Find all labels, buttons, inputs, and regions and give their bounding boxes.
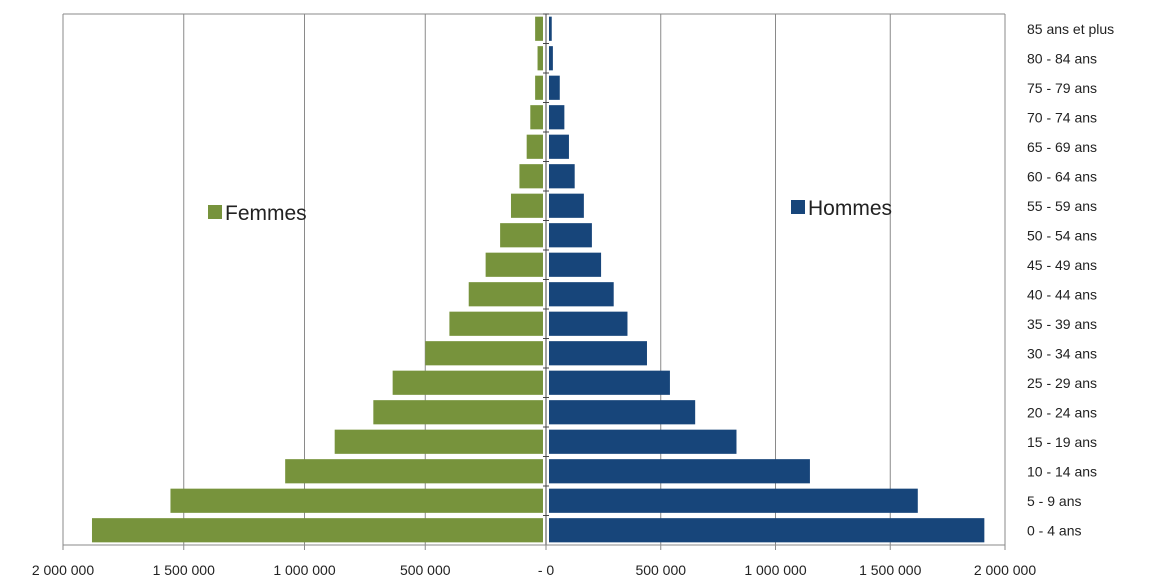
bar-femmes-40-44-ans (468, 282, 543, 307)
bar-hommes-25-29-ans (549, 370, 670, 395)
bar-femmes-50-54-ans (500, 223, 543, 248)
x-tick-label-8: 2 000 000 (974, 562, 1036, 578)
bar-hommes-60-64-ans (549, 164, 575, 189)
bar-femmes-30-34-ans (425, 341, 543, 366)
bar-hommes-45-49-ans (549, 252, 602, 277)
bar-hommes-40-44-ans (549, 282, 614, 307)
category-label-75-79-ans: 75 - 79 ans (1027, 80, 1097, 96)
bar-femmes-0-4-ans (91, 518, 543, 543)
axes (62, 13, 1006, 550)
x-tick-label-7: 1 500 000 (859, 562, 921, 578)
x-tick-label-3: 500 000 (400, 562, 451, 578)
bar-femmes-10-14-ans (285, 459, 543, 484)
bar-hommes-55-59-ans (549, 193, 584, 218)
category-label-85-ans-et-plus: 85 ans et plus (1027, 21, 1114, 37)
category-label-40-44-ans: 40 - 44 ans (1027, 286, 1097, 302)
category-label-10-14-ans: 10 - 14 ans (1027, 463, 1097, 479)
category-labels: 0 - 4 ans 5 - 9 ans 10 - 14 ans 15 - 19 ans… (1027, 21, 1114, 539)
category-label-5-9-ans: 5 - 9 ans (1027, 493, 1081, 509)
category-label-25-29-ans: 25 - 29 ans (1027, 375, 1097, 391)
bar-hommes-15-19-ans (549, 429, 737, 454)
bar-femmes-55-59-ans (510, 193, 543, 218)
bars (91, 16, 985, 543)
bar-hommes-70-74-ans (549, 105, 565, 130)
bar-femmes-20-24-ans (373, 400, 543, 425)
x-tick-label-0: 2 000 000 (32, 562, 94, 578)
bar-femmes-70-74-ans (530, 105, 543, 130)
legend-label-hommes: Hommes (808, 197, 892, 220)
bar-femmes-60-64-ans (519, 164, 543, 189)
category-label-55-59-ans: 55 - 59 ans (1027, 198, 1097, 214)
bar-hommes-5-9-ans (549, 488, 918, 513)
bar-femmes-5-9-ans (170, 488, 543, 513)
bar-femmes-65-69-ans (526, 134, 543, 159)
category-label-60-64-ans: 60 - 64 ans (1027, 168, 1097, 184)
category-label-0-4-ans: 0 - 4 ans (1027, 522, 1081, 538)
x-tick-label-2: 1 000 000 (273, 562, 335, 578)
gridlines (62, 14, 1006, 545)
x-tick-labels: 2 000 000 1 500 000 1 000 000 500 000 - 0 500… (32, 562, 1036, 578)
bar-femmes-15-19-ans (334, 429, 543, 454)
bar-hommes-50-54-ans (549, 223, 592, 248)
category-label-50-54-ans: 50 - 54 ans (1027, 227, 1097, 243)
bar-hommes-20-24-ans (549, 400, 696, 425)
legend-swatch-hommes (791, 200, 805, 214)
category-label-65-69-ans: 65 - 69 ans (1027, 139, 1097, 155)
legend: Femmes Hommes (208, 197, 892, 225)
bar-hommes-75-79-ans (549, 75, 560, 100)
x-tick-label-6: 1 000 000 (744, 562, 806, 578)
category-label-80-84-ans: 80 - 84 ans (1027, 50, 1097, 66)
bar-femmes-45-49-ans (485, 252, 543, 277)
bar-hommes-35-39-ans (549, 311, 628, 336)
category-label-70-74-ans: 70 - 74 ans (1027, 109, 1097, 125)
category-label-15-19-ans: 15 - 19 ans (1027, 434, 1097, 450)
category-label-35-39-ans: 35 - 39 ans (1027, 316, 1097, 332)
x-tick-label-1: 1 500 000 (153, 562, 215, 578)
bar-femmes-85-ans-et-plus (535, 16, 543, 41)
bar-femmes-35-39-ans (449, 311, 543, 336)
bar-hommes-10-14-ans (549, 459, 810, 484)
legend-swatch-femmes (208, 205, 222, 219)
bar-hommes-65-69-ans (549, 134, 569, 159)
legend-label-femmes: Femmes (225, 202, 307, 225)
x-tick-label-4: - 0 (538, 562, 555, 578)
bar-femmes-80-84-ans (537, 46, 543, 71)
bar-hommes-30-34-ans (549, 341, 647, 366)
category-label-20-24-ans: 20 - 24 ans (1027, 404, 1097, 420)
category-label-30-34-ans: 30 - 34 ans (1027, 345, 1097, 361)
bar-hommes-85-ans-et-plus (549, 16, 552, 41)
bar-hommes-80-84-ans (549, 46, 553, 71)
bar-femmes-25-29-ans (392, 370, 543, 395)
bar-femmes-75-79-ans (535, 75, 543, 100)
bar-hommes-0-4-ans (549, 518, 985, 543)
x-tick-label-5: 500 000 (635, 562, 686, 578)
category-label-45-49-ans: 45 - 49 ans (1027, 257, 1097, 273)
